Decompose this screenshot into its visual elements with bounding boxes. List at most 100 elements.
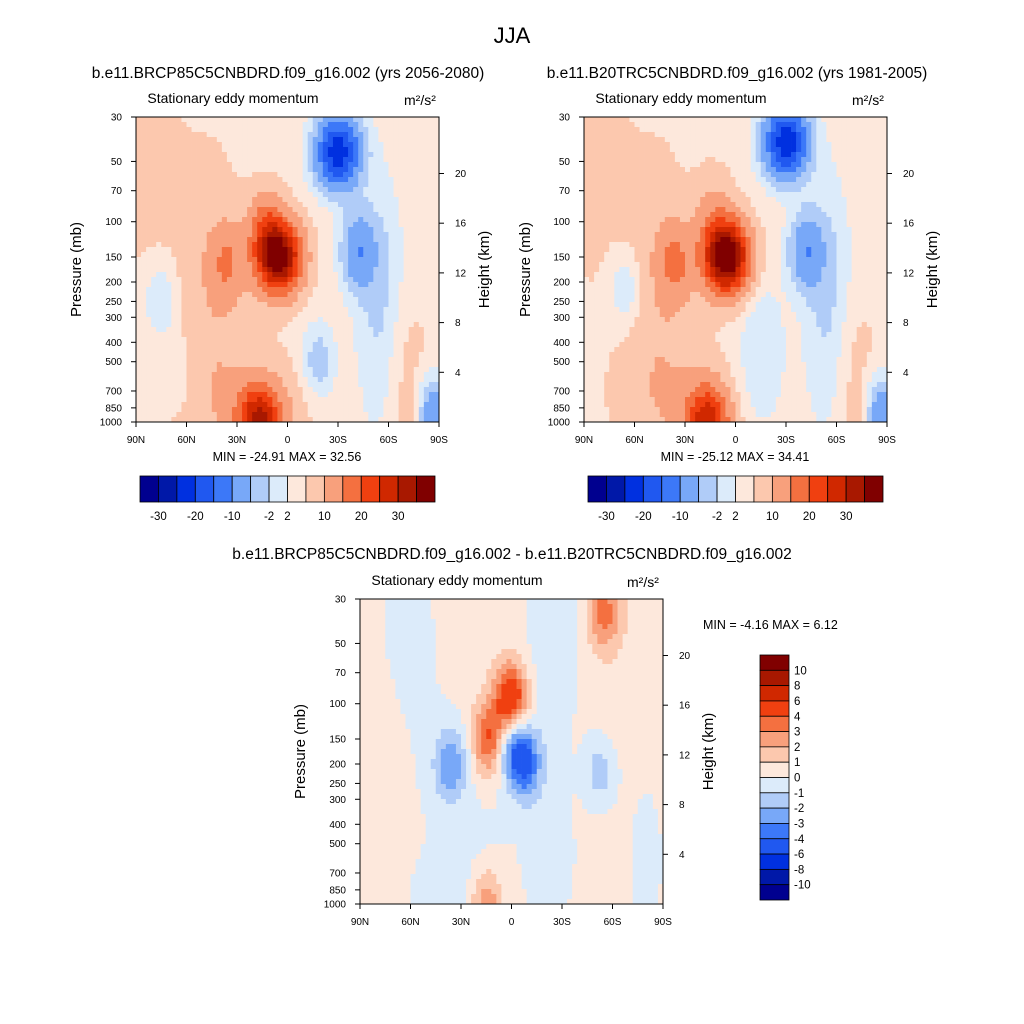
contour-cell: [141, 242, 147, 248]
contour-cell: [176, 322, 182, 328]
contour-cell: [297, 197, 303, 203]
contour-cell: [393, 222, 399, 228]
contour-cell: [750, 187, 757, 193]
contour-cell: [871, 167, 878, 173]
contour-cell: [423, 347, 430, 353]
contour-cell: [423, 212, 430, 218]
contour-cell: [378, 147, 384, 153]
contour-cell: [272, 332, 278, 338]
contour-cell: [181, 242, 187, 248]
contour-cell: [826, 152, 832, 158]
contour-cell: [267, 132, 273, 138]
contour-cell: [277, 287, 283, 293]
contour-cell: [327, 212, 334, 218]
contour-cell: [690, 122, 696, 128]
contour-cell: [851, 137, 858, 143]
contour-cell: [363, 267, 369, 273]
contour-cell: [710, 217, 716, 223]
contour-cell: [393, 242, 399, 248]
contour-cell: [629, 177, 635, 183]
contour-cell: [841, 147, 847, 153]
contour-cell: [277, 177, 283, 183]
contour-cell: [196, 217, 202, 223]
contour-cell: [312, 312, 319, 318]
contour-cell: [846, 137, 852, 143]
contour-cell: [433, 247, 440, 253]
contour-cell: [267, 282, 273, 288]
contour-cell: [307, 357, 314, 363]
contour-cell: [801, 142, 807, 148]
contour-cell: [327, 277, 334, 283]
contour-cell: [257, 187, 263, 193]
contour-cell: [403, 122, 410, 128]
contour-cell: [176, 367, 182, 373]
contour-cell: [614, 172, 620, 178]
colorbar-label: 30: [392, 511, 405, 523]
contour-cell: [338, 172, 344, 178]
contour-cell: [186, 157, 192, 163]
contour-cell: [302, 277, 309, 283]
contour-cell: [358, 317, 364, 323]
contour-cell: [624, 207, 630, 213]
contour-cell: [358, 402, 364, 408]
contour-cell: [398, 162, 404, 168]
contour-cell: [136, 372, 142, 378]
contour-cell: [791, 127, 797, 133]
contour-cell: [252, 227, 258, 233]
contour-cell: [211, 187, 218, 193]
contour-cell: [801, 197, 807, 203]
contour-cell: [176, 152, 182, 158]
contour-cell: [277, 292, 283, 298]
contour-cell: [871, 192, 878, 198]
contour-cell: [136, 202, 142, 208]
contour-cell: [831, 182, 837, 188]
contour-cell: [287, 402, 293, 408]
contour-cell: [393, 407, 399, 413]
contour-cell: [211, 297, 218, 303]
contour-cell: [413, 287, 420, 293]
contour-cell: [413, 292, 420, 298]
contour-cell: [262, 377, 268, 383]
contour-cell: [599, 177, 605, 183]
contour-cell: [614, 187, 620, 193]
contour-cell: [282, 397, 288, 403]
contour-cell: [418, 277, 425, 283]
contour-cell: [191, 367, 197, 373]
contour-cell: [373, 302, 379, 308]
contour-cell: [186, 117, 192, 123]
contour-cell: [745, 167, 751, 173]
contour-cell: [156, 397, 162, 403]
contour-cell: [262, 152, 268, 158]
contour-cell: [226, 177, 233, 183]
contour-cell: [262, 287, 268, 293]
contour-cell: [373, 297, 379, 303]
contour-cell: [282, 252, 288, 258]
contour-cell: [388, 322, 394, 328]
contour-cell: [388, 127, 394, 133]
contour-cell: [816, 147, 822, 153]
contour-cell: [856, 212, 863, 218]
contour-cell: [388, 272, 394, 278]
contour-cell: [191, 292, 197, 298]
contour-cell: [322, 177, 329, 183]
contour-cell: [181, 357, 187, 363]
contour-cell: [277, 332, 283, 338]
contour-cell: [775, 187, 782, 193]
contour-cell: [604, 142, 610, 148]
contour-cell: [428, 147, 435, 153]
contour-cell: [226, 387, 233, 393]
contour-cell: [171, 132, 177, 138]
contour-cell: [211, 392, 218, 398]
contour-cell: [358, 142, 364, 148]
contour-cell: [166, 362, 172, 368]
contour-cell: [413, 197, 420, 203]
contour-cell: [423, 392, 430, 398]
contour-cell: [206, 372, 213, 378]
contour-cell: [343, 267, 349, 273]
contour-cell: [373, 157, 379, 163]
contour-cell: [413, 227, 420, 233]
contour-cell: [277, 267, 283, 273]
contour-cell: [237, 412, 243, 418]
contour-cell: [831, 177, 837, 183]
contour-cell: [398, 257, 404, 263]
